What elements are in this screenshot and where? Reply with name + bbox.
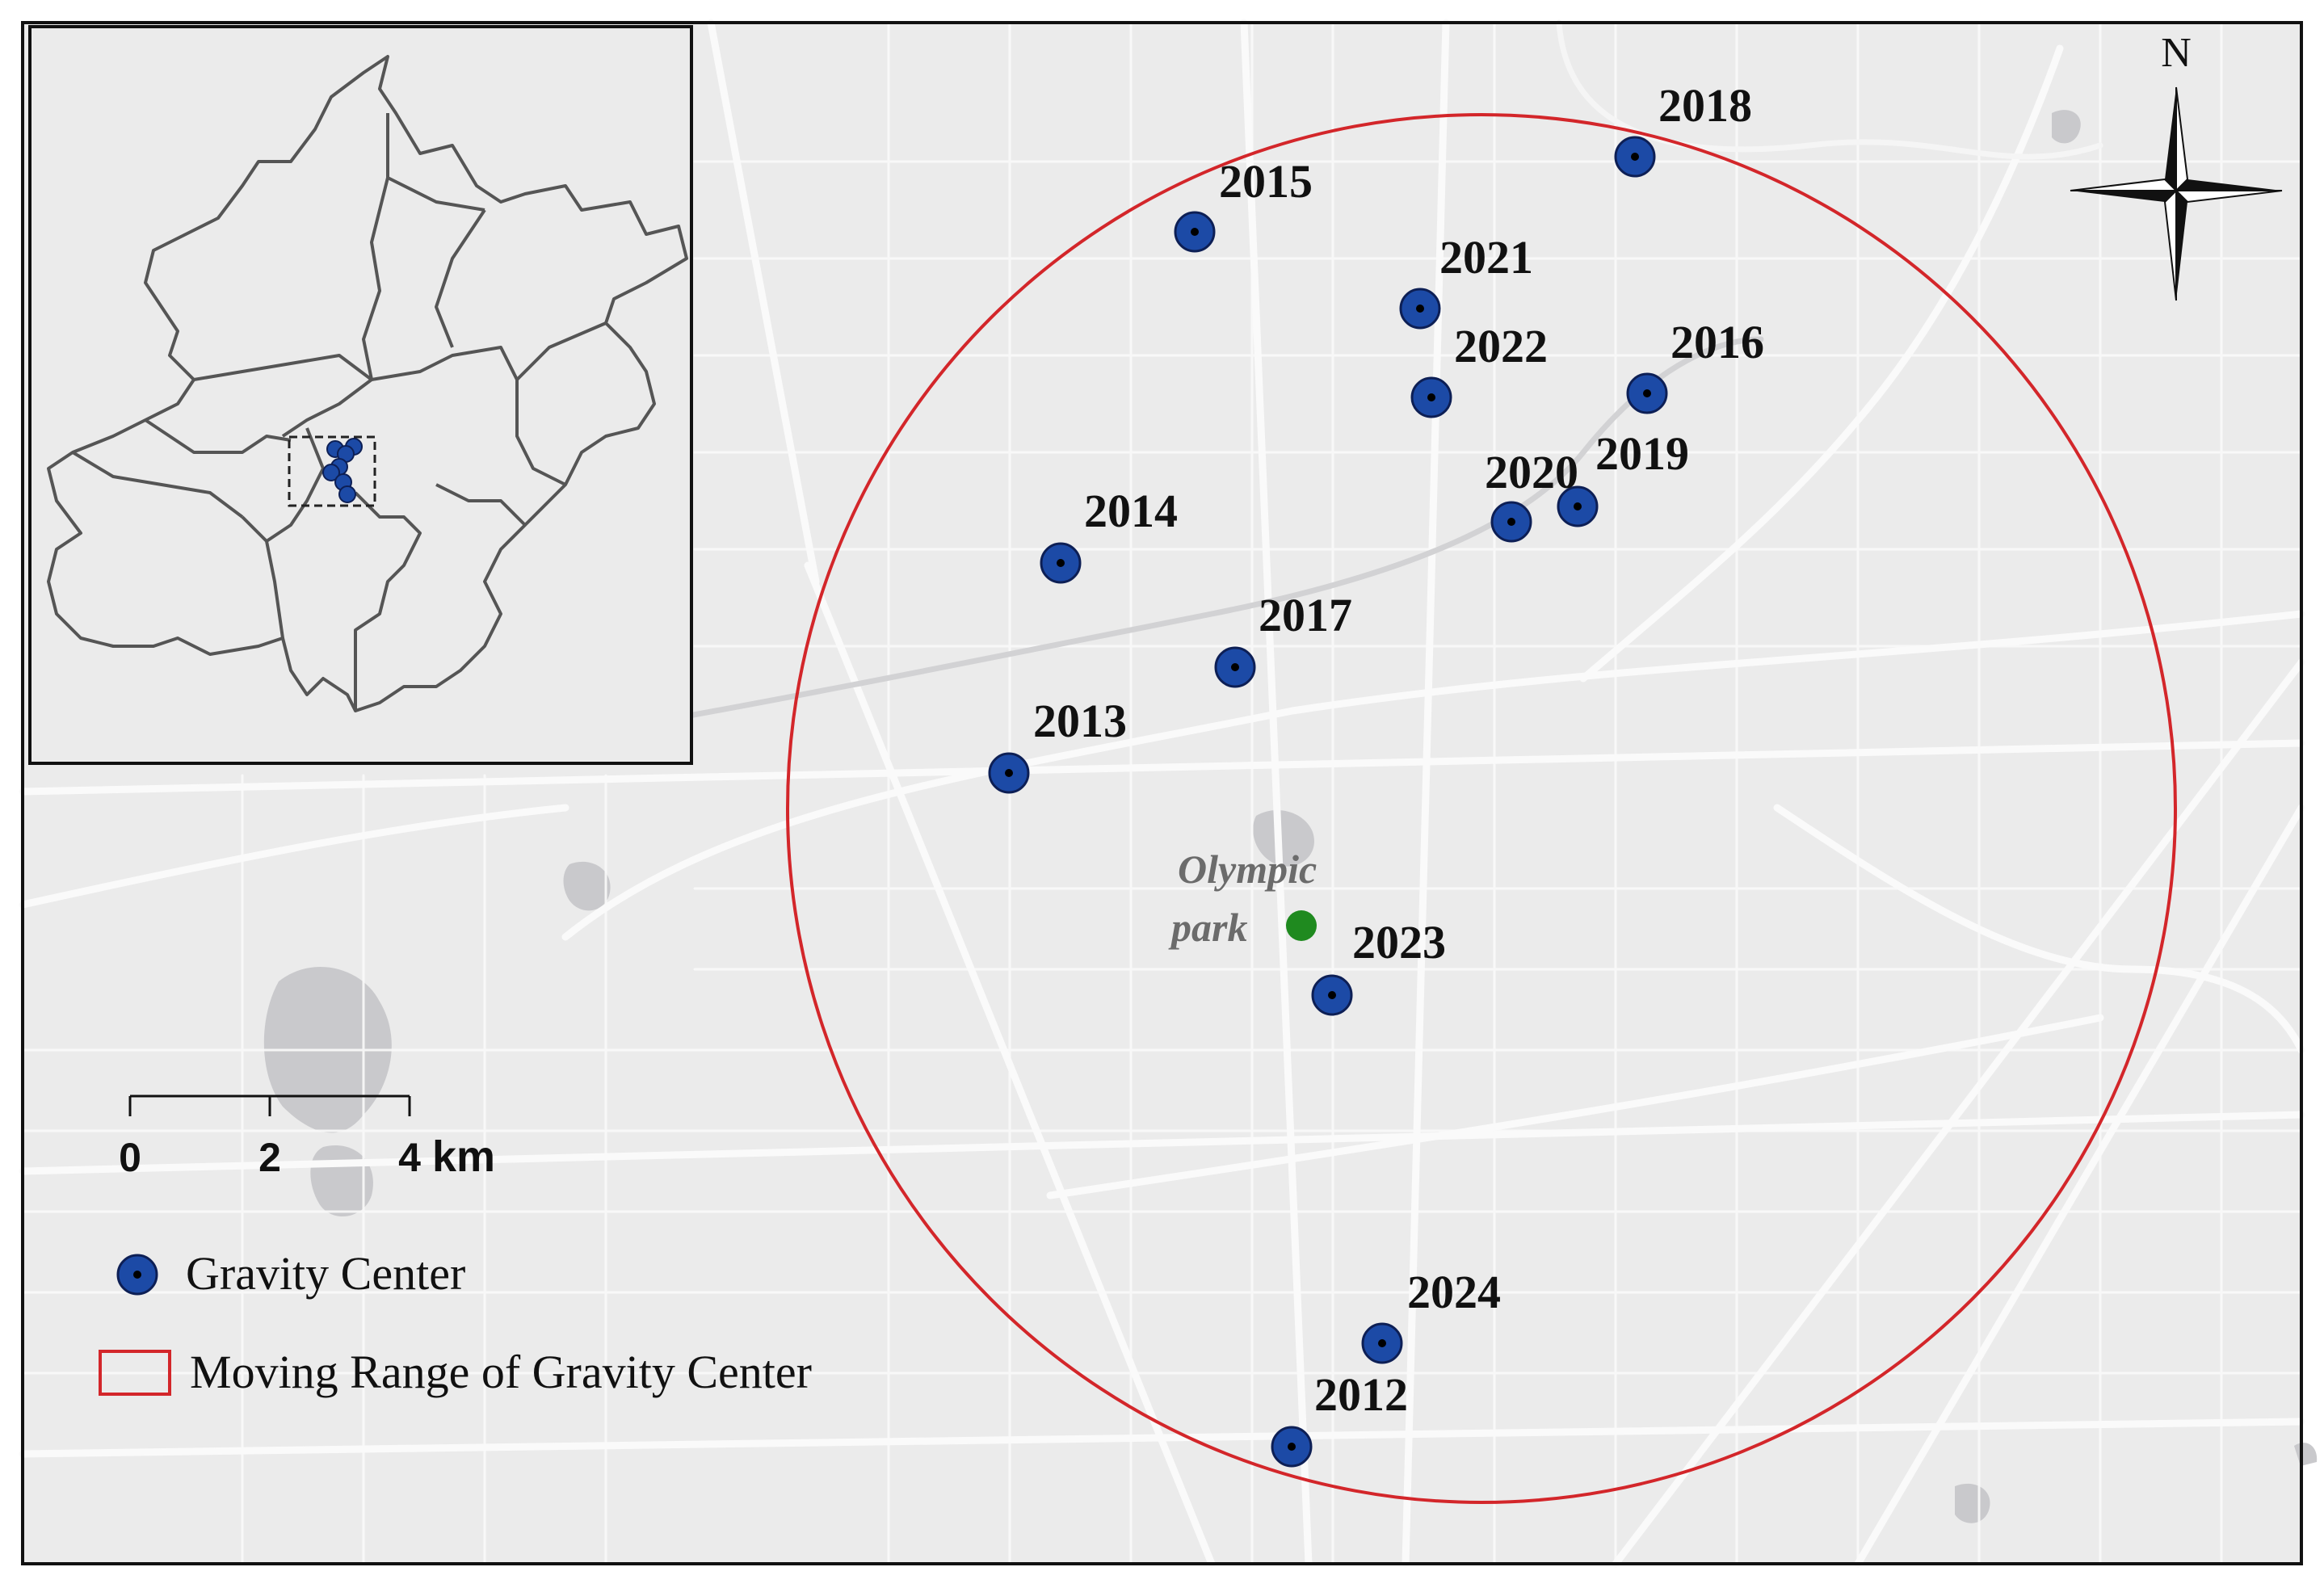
- year-label-2015: 2015: [1219, 155, 1313, 208]
- compass-north-point: [2165, 87, 2176, 191]
- gravity-center-2018: 2018: [1614, 79, 1752, 178]
- district-boundaries: [47, 55, 688, 712]
- inset-frame: [28, 25, 693, 765]
- gravity-center-2012: 2012: [1271, 1368, 1408, 1468]
- olympic-park-label-line2: park: [1168, 905, 1247, 950]
- year-label-2017: 2017: [1259, 589, 1352, 641]
- north-label: N: [2161, 30, 2192, 76]
- olympic-park-label-line1: Olympic: [1178, 847, 1317, 892]
- olympic-park-marker: Olympic park: [1168, 847, 1317, 950]
- map-frame: [21, 21, 2303, 1565]
- moving-range-circle: [786, 113, 2177, 1504]
- year-label-2024: 2024: [1407, 1266, 1501, 1318]
- year-label-2021: 2021: [1439, 231, 1533, 284]
- north-arrow: N: [2070, 30, 2283, 301]
- scale-tick-0: 0: [119, 1135, 141, 1180]
- gravity-center-2022: 2022: [1410, 320, 1548, 418]
- gravity-center-2023: 2023: [1311, 916, 1446, 1016]
- year-label-2020: 2020: [1485, 446, 1578, 498]
- scale-bar: 0 2 4 km: [119, 1094, 495, 1181]
- legend-moving-range-symbol: [99, 1350, 171, 1396]
- compass-south-point: [2176, 191, 2187, 300]
- road-network: [19, 19, 2305, 1568]
- legend-gravity-center-label: Gravity Center: [186, 1247, 465, 1300]
- legend-moving-range-label: Moving Range of Gravity Center: [190, 1346, 812, 1398]
- scale-unit: km: [432, 1132, 495, 1181]
- gravity-centers: 2012 2013 2014 2015 2016 2017 2018 2019: [988, 79, 1764, 1468]
- legend: Gravity Center Moving Range of Gravity C…: [99, 1247, 812, 1398]
- year-label-2022: 2022: [1454, 320, 1548, 372]
- study-area-box: [288, 435, 376, 507]
- gravity-center-2020: 2020: [1485, 446, 1578, 543]
- gravity-center-2015: 2015: [1174, 155, 1313, 253]
- year-label-2013: 2013: [1033, 695, 1127, 747]
- year-label-2014: 2014: [1084, 485, 1178, 537]
- inset-locator-map: [28, 25, 693, 765]
- gravity-center-2024: 2024: [1361, 1266, 1501, 1364]
- year-label-2012: 2012: [1314, 1368, 1408, 1421]
- year-label-2016: 2016: [1671, 316, 1764, 368]
- scale-tick-2: 2: [258, 1135, 281, 1180]
- year-label-2019: 2019: [1595, 427, 1689, 480]
- olympic-park-point: [1286, 910, 1317, 941]
- gravity-center-2017: 2017: [1214, 589, 1352, 688]
- year-label-2023: 2023: [1352, 916, 1446, 968]
- gravity-center-2016: 2016: [1626, 316, 1764, 414]
- gravity-center-2014: 2014: [1040, 485, 1178, 584]
- inset-gravity-points: [322, 438, 363, 503]
- gravity-center-2019: 2019: [1557, 427, 1689, 527]
- gravity-center-2013: 2013: [988, 695, 1127, 794]
- gravity-center-2021: 2021: [1399, 231, 1533, 330]
- scale-tick-4: 4: [398, 1135, 421, 1180]
- year-label-2018: 2018: [1658, 79, 1752, 132]
